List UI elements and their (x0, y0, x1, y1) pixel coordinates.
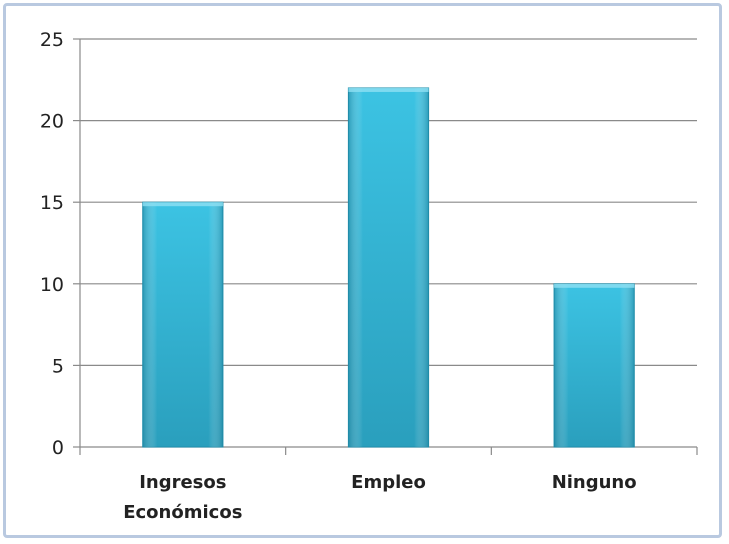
y-tick-label-25: 25 (40, 29, 64, 51)
y-tick-label-15: 15 (40, 192, 64, 214)
x-category-label-0-0: Ingresos (139, 472, 226, 493)
x-category-label-2-0: Ninguno (552, 472, 637, 493)
bar-top-highlight (348, 87, 429, 92)
x-category-label-0-1: Económicos (123, 502, 242, 523)
bar-shading (348, 87, 429, 448)
bar-shading (142, 202, 223, 447)
bar-0 (142, 201, 224, 448)
bar-top-highlight (142, 202, 223, 207)
bar-top-highlight (554, 283, 635, 288)
bar-2 (553, 283, 635, 448)
bar-1 (347, 87, 430, 448)
bars (142, 87, 635, 448)
y-tick-label-5: 5 (52, 355, 64, 377)
y-tick-label-10: 10 (40, 274, 64, 296)
bar-shading (554, 283, 635, 447)
labels: 0 5 10 15 20 25 Ingresos Económicos Empleo Ningun… (40, 29, 637, 523)
x-category-label-1-0: Empleo (351, 472, 426, 493)
y-tick-label-20: 20 (40, 111, 64, 133)
y-tick-label-0: 0 (52, 437, 64, 459)
